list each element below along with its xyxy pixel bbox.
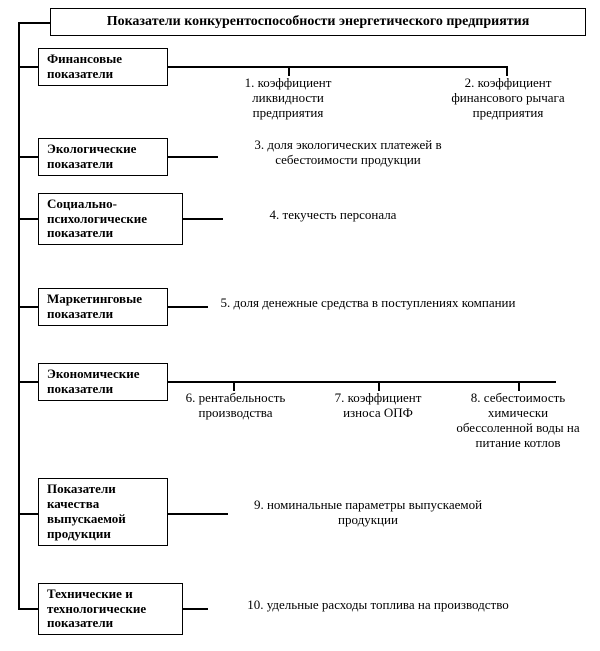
item-label: 6. рентабельность производства <box>173 391 298 421</box>
category-box: Экономические показатели <box>38 363 168 401</box>
item-label: 9. номинальные параметры выпускаемой про… <box>228 498 508 528</box>
category-box: Показатели качества выпускаемой продукци… <box>38 478 168 546</box>
spine-branch <box>18 381 38 383</box>
item-label: 2. коэффициент финансового рычага предпр… <box>428 76 588 121</box>
diagram-title: Показатели конкурентоспособности энергет… <box>50 8 586 36</box>
spine-branch <box>18 66 38 68</box>
spine-to-title <box>18 22 50 24</box>
hierarchy-diagram: Показатели конкурентоспособности энергет… <box>8 8 592 643</box>
cat-connector <box>168 381 556 383</box>
item-label: 10. удельные расходы топлива на производ… <box>208 598 548 613</box>
spine-branch <box>18 513 38 515</box>
item-label: 5. доля денежные средства в поступлениях… <box>208 296 528 311</box>
cat-connector <box>168 66 508 68</box>
category-box: Финансовые показатели <box>38 48 168 86</box>
item-label: 4. текучесть персонала <box>223 208 443 223</box>
spine-branch <box>18 218 38 220</box>
category-box: Технические и технологические показатели <box>38 583 183 635</box>
item-label: 1. коэффициент ликвидности предприятия <box>218 76 358 121</box>
item-label: 8. себестоимость химически обессоленной … <box>448 391 588 451</box>
spine-branch <box>18 608 38 610</box>
item-label: 3. доля экологических платежей в себесто… <box>218 138 478 168</box>
category-box: Социально-психологические показатели <box>38 193 183 245</box>
category-box: Маркетинговые показатели <box>38 288 168 326</box>
spine-branch <box>18 156 38 158</box>
spine-line <box>18 22 20 608</box>
spine-branch <box>18 306 38 308</box>
category-box: Экологические показатели <box>38 138 168 176</box>
item-label: 7. коэффициент износа ОПФ <box>318 391 438 421</box>
